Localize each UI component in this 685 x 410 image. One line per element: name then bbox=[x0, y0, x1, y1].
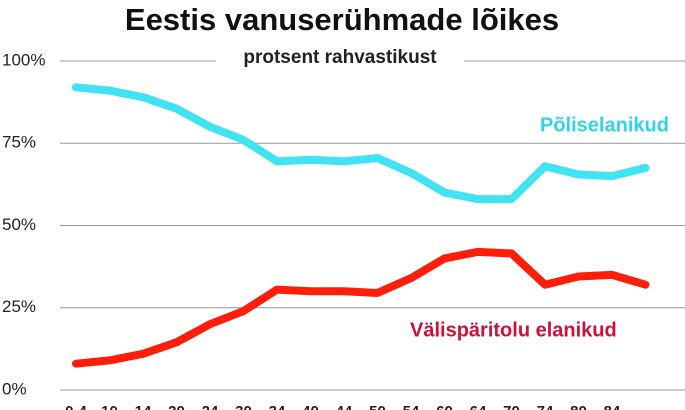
chart-title: Eestis vanuserühmade lõikes bbox=[125, 2, 559, 37]
line-series bbox=[72, 83, 650, 204]
x-tick-label: 34 bbox=[269, 403, 286, 410]
x-tick-label: 20 bbox=[168, 403, 185, 410]
y-tick-label: 100% bbox=[2, 50, 45, 69]
line-series bbox=[72, 247, 650, 368]
y-tick-label: 0% bbox=[2, 379, 27, 398]
x-tick-label: 24 bbox=[202, 403, 219, 410]
x-tick-label: 70 bbox=[503, 403, 520, 410]
x-tick-label: 14 bbox=[135, 403, 152, 410]
x-tick-label: 10 bbox=[101, 403, 118, 410]
x-tick-label: 30 bbox=[235, 403, 252, 410]
chart-subtitle: protsent rahvastikust bbox=[243, 47, 437, 68]
x-tick-label: 80 bbox=[570, 403, 587, 410]
x-tick-label: 50 bbox=[369, 403, 386, 410]
y-tick-label: 75% bbox=[2, 133, 36, 152]
x-tick-label: 54 bbox=[403, 403, 420, 410]
x-tick-label: 60 bbox=[436, 403, 453, 410]
series-label: Põliselanikud bbox=[540, 114, 669, 136]
x-tick-label: 64 bbox=[470, 403, 487, 410]
x-tick-label: 44 bbox=[336, 403, 353, 410]
x-tick-label: 84 bbox=[604, 403, 621, 410]
subtitle-background bbox=[216, 46, 464, 72]
x-tick-label: 40 bbox=[302, 403, 319, 410]
y-tick-label: 25% bbox=[2, 297, 36, 316]
x-tick-label: 0-4 bbox=[65, 403, 87, 410]
x-tick-label: 74 bbox=[537, 403, 554, 410]
y-tick-label: 50% bbox=[2, 215, 36, 234]
series-label: Välispäritolu elanikud bbox=[410, 319, 617, 341]
